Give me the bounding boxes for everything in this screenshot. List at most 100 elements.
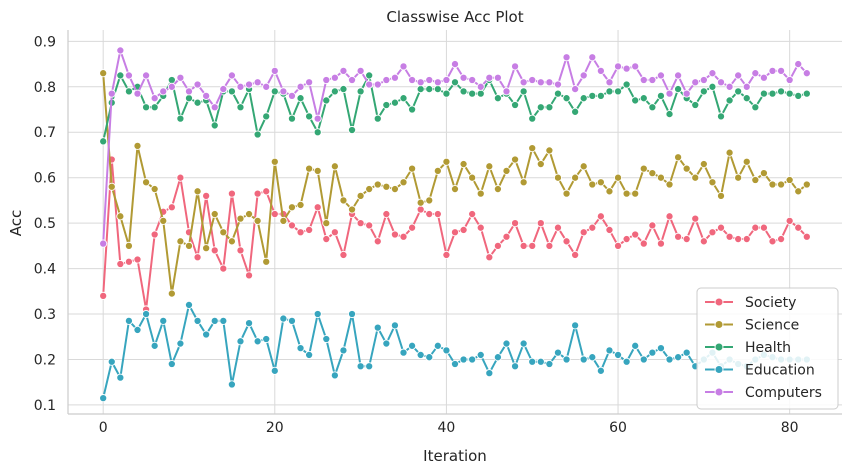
data-point-computers: [296, 82, 305, 91]
data-point-science: [365, 185, 374, 194]
data-point-health: [768, 89, 777, 98]
data-point-society: [150, 230, 159, 239]
data-point-science: [665, 180, 674, 189]
data-point-society: [588, 223, 597, 232]
data-point-computers: [99, 239, 108, 248]
legend-label: Education: [745, 363, 815, 379]
data-point-education: [313, 309, 322, 319]
data-point-science: [184, 241, 194, 250]
data-point-health: [176, 114, 185, 123]
data-point-science: [133, 141, 142, 150]
x-tick-label: 80: [781, 420, 799, 436]
data-point-science: [699, 160, 708, 169]
data-point-science: [613, 173, 623, 182]
legend-label: Science: [745, 318, 799, 334]
data-point-computers: [450, 60, 460, 69]
data-point-education: [468, 355, 477, 364]
data-point-computers: [519, 78, 528, 87]
data-point-computers: [279, 87, 288, 96]
data-point-computers: [210, 103, 219, 112]
data-point-society: [613, 241, 623, 250]
y-tick-label: 0.5: [34, 216, 56, 232]
data-point-society: [682, 234, 691, 244]
data-point-education: [210, 316, 219, 325]
data-point-health: [365, 71, 374, 80]
series: [99, 46, 811, 403]
data-point-health: [759, 89, 768, 98]
data-point-education: [305, 350, 314, 359]
data-point-science: [588, 180, 597, 189]
y-tick-label: 0.4: [34, 262, 56, 278]
data-point-computers: [176, 73, 185, 82]
data-point-health: [450, 78, 460, 87]
data-point-computers: [802, 69, 811, 78]
legend-item-science: Science: [705, 318, 799, 334]
data-point-society: [116, 259, 125, 269]
data-point-education: [450, 359, 460, 369]
legend-label: Health: [745, 340, 791, 356]
data-point-health: [613, 87, 623, 96]
data-point-health: [699, 87, 708, 96]
data-point-science: [605, 187, 614, 196]
data-point-science: [124, 241, 133, 250]
data-point-computers: [365, 80, 374, 89]
data-point-science: [493, 185, 502, 194]
data-point-science: [107, 182, 116, 191]
data-point-society: [519, 241, 528, 250]
legend-label: Computers: [745, 385, 822, 401]
data-point-computers: [390, 73, 399, 82]
data-point-education: [476, 350, 485, 359]
data-point-computers: [725, 82, 734, 91]
data-point-society: [373, 237, 382, 246]
data-point-science: [716, 191, 726, 200]
data-point-health: [150, 103, 159, 112]
data-point-society: [699, 237, 708, 246]
data-point-society: [785, 216, 794, 225]
data-point-computers: [373, 80, 382, 89]
data-point-health: [433, 85, 442, 94]
data-point-health: [553, 89, 563, 98]
data-point-education: [519, 339, 528, 348]
data-point-education: [485, 369, 494, 378]
data-point-education: [124, 316, 133, 325]
data-point-health: [382, 100, 391, 110]
data-point-science: [322, 219, 331, 228]
data-point-health: [99, 137, 108, 146]
data-point-education: [433, 341, 442, 350]
data-point-society: [545, 241, 554, 250]
data-point-education: [493, 353, 502, 362]
data-point-health: [794, 91, 803, 100]
data-point-computers: [674, 71, 683, 80]
data-point-computers: [794, 60, 803, 69]
data-point-education: [150, 341, 159, 350]
data-point-science: [339, 196, 348, 205]
data-point-computers: [493, 73, 502, 82]
y-tick-label: 0.2: [34, 352, 56, 368]
data-point-health: [373, 114, 382, 123]
data-point-society: [708, 228, 717, 237]
data-point-computers: [485, 73, 494, 82]
data-point-education: [202, 330, 211, 339]
data-point-health: [184, 94, 194, 103]
data-point-science: [330, 162, 339, 171]
data-point-computers: [639, 75, 648, 85]
data-point-education: [605, 346, 614, 355]
data-point-science: [759, 169, 768, 178]
data-point-society: [202, 191, 211, 200]
data-point-education: [287, 316, 297, 325]
data-point-society: [442, 250, 451, 259]
data-point-health: [777, 87, 786, 96]
series-society: [99, 155, 811, 314]
data-point-computers: [245, 80, 254, 89]
data-point-computers: [605, 78, 614, 87]
data-point-computers: [347, 75, 357, 85]
data-point-computers: [322, 75, 331, 85]
data-point-science: [691, 173, 700, 182]
data-point-education: [373, 323, 382, 332]
data-point-education: [279, 314, 288, 323]
data-point-computers: [305, 78, 314, 87]
data-point-society: [665, 212, 674, 221]
data-point-health: [399, 94, 408, 103]
data-point-computers: [442, 75, 451, 85]
